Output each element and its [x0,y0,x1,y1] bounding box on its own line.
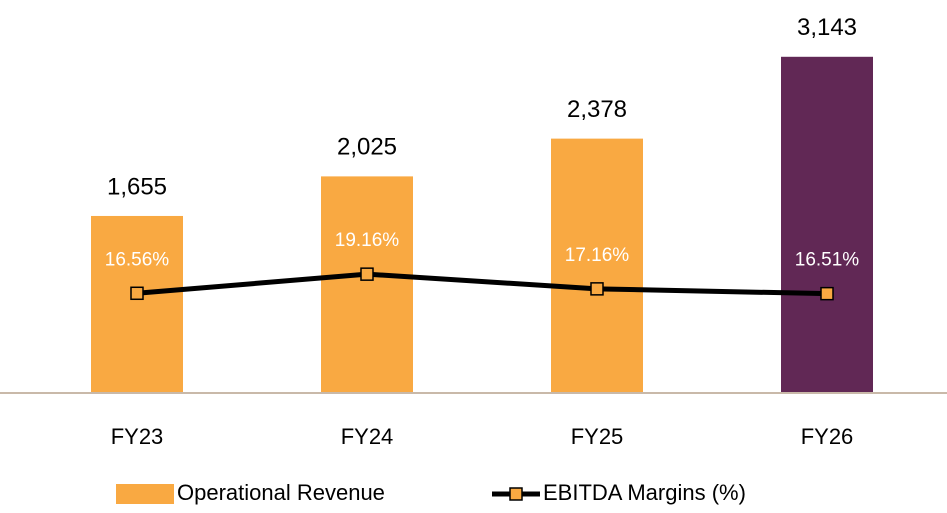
bar-value-label: 2,025 [337,134,397,161]
line-value-label: 16.56% [105,249,170,270]
legend-label: Operational Revenue [177,480,385,505]
line-value-label: 19.16% [335,230,400,251]
x-tick-label: FY24 [341,424,394,449]
x-tick-label: FY25 [571,424,624,449]
bar [781,56,873,393]
x-tick-label: FY26 [801,424,854,449]
legend-swatch [116,484,174,504]
line-marker [130,286,144,301]
bar-value-label: 1,655 [107,173,167,200]
line-marker [820,286,834,301]
legend-marker [509,487,523,501]
bar-value-label: 2,378 [567,96,627,123]
line-value-label: 16.51% [795,250,860,271]
legend-label: EBITDA Margins (%) [543,480,746,505]
line-marker [590,282,604,296]
bar [321,176,413,393]
bar-value-label: 3,143 [797,14,857,41]
line-value-label: 17.16% [565,245,630,266]
bar [551,138,643,393]
bar [91,215,183,393]
x-tick-label: FY23 [111,424,164,449]
line-marker [360,267,374,281]
line [136,271,828,297]
